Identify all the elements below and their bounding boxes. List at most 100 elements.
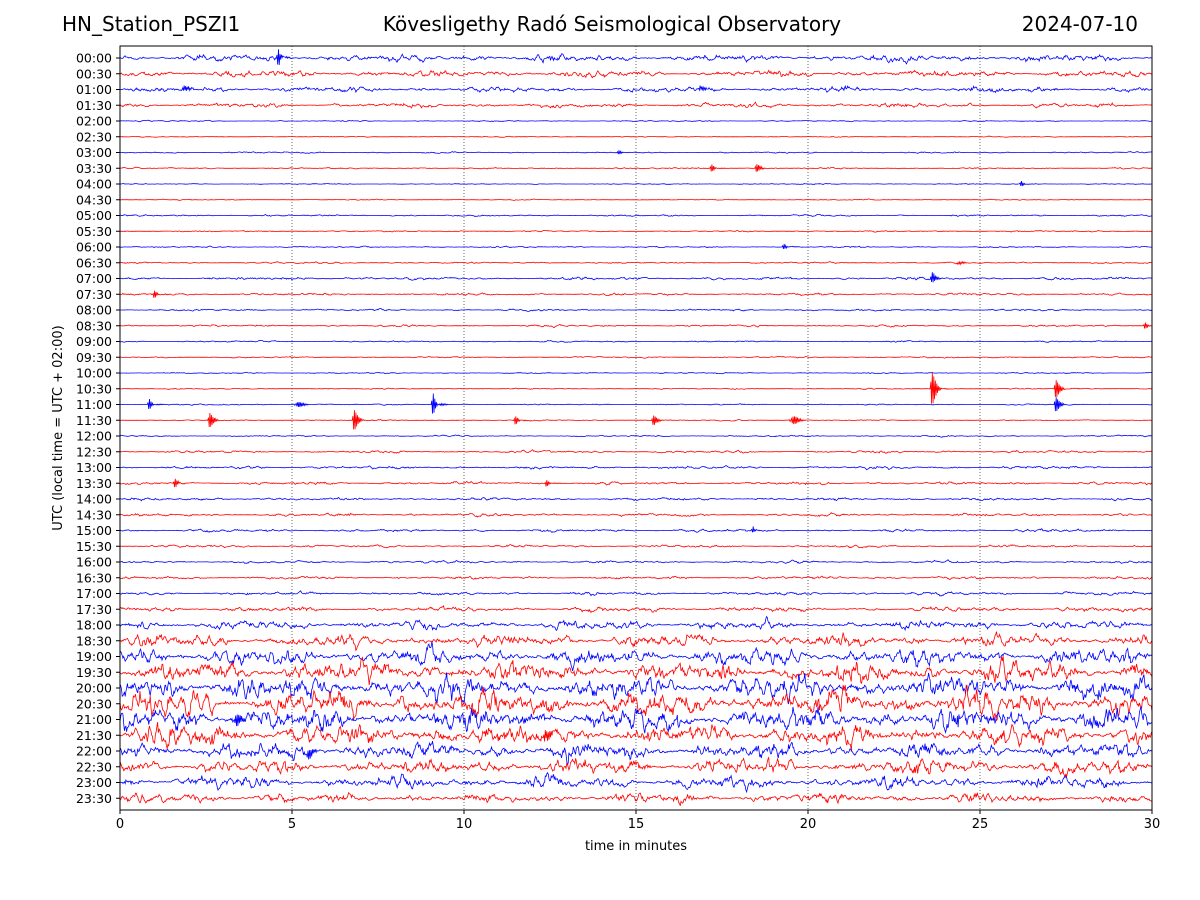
trace-group xyxy=(119,49,1153,807)
row-time-label: 17:30 xyxy=(76,602,112,617)
seismic-trace xyxy=(119,49,1153,66)
x-tick-label: 5 xyxy=(288,817,296,832)
x-tick-label: 30 xyxy=(1144,817,1161,832)
seismic-trace xyxy=(119,84,1153,94)
row-time-label: 15:30 xyxy=(76,539,112,554)
x-axis: 0 5 10 15 20 25 30 xyxy=(116,810,1160,832)
seismic-trace xyxy=(119,290,1153,298)
seismic-trace xyxy=(120,544,1153,549)
seismic-trace xyxy=(120,575,1153,581)
row-time-label: 10:00 xyxy=(76,366,112,381)
seismic-trace xyxy=(119,243,1153,250)
seismic-trace xyxy=(120,355,1153,359)
row-time-label: 00:00 xyxy=(76,51,112,66)
seismic-trace xyxy=(119,119,1152,123)
seismic-trace xyxy=(119,604,1153,614)
row-time-label: 13:00 xyxy=(76,460,112,475)
row-time-label: 14:30 xyxy=(76,507,112,522)
seismic-trace xyxy=(119,641,1153,671)
row-time-label: 07:00 xyxy=(76,271,112,286)
row-time-label: 09:30 xyxy=(76,350,112,365)
y-axis-label: UTC (local time = UTC + 02:00) xyxy=(51,325,66,530)
seismic-trace xyxy=(119,590,1153,597)
seismic-trace xyxy=(120,198,1153,201)
row-time-label: 22:00 xyxy=(76,744,112,759)
row-time-label: 02:00 xyxy=(76,114,112,129)
row-time-label: 15:00 xyxy=(76,523,112,538)
row-time-label: 18:30 xyxy=(76,633,112,648)
x-axis-label: time in minutes xyxy=(585,839,687,854)
row-time-label: 21:30 xyxy=(76,728,112,743)
row-time-label: 16:30 xyxy=(76,570,112,585)
row-time-label: 01:30 xyxy=(76,98,112,113)
seismic-trace xyxy=(119,164,1153,172)
row-time-label: 17:00 xyxy=(76,586,112,601)
seismic-trace xyxy=(119,213,1153,217)
observatory-title: Kövesligethy Radó Seismological Observat… xyxy=(382,12,842,36)
station-name: HN_Station_PSZI1 xyxy=(62,12,241,36)
row-time-label: 20:30 xyxy=(76,696,112,711)
row-time-label: 21:00 xyxy=(76,712,112,727)
seismic-trace xyxy=(119,449,1152,454)
row-time-label: 11:30 xyxy=(76,413,112,428)
seismic-trace xyxy=(119,615,1153,632)
seismic-trace xyxy=(119,526,1153,533)
seismic-trace xyxy=(119,756,1153,779)
seismic-trace xyxy=(119,260,1152,266)
seismic-trace xyxy=(119,741,1153,766)
seismic-trace xyxy=(119,512,1153,518)
row-time-label: 01:00 xyxy=(76,82,112,97)
seismic-trace xyxy=(119,69,1153,79)
row-time-label: 12:30 xyxy=(76,444,112,459)
seismic-trace xyxy=(119,307,1153,312)
seismic-trace xyxy=(119,180,1153,187)
row-time-label: 20:00 xyxy=(76,681,112,696)
seismic-trace xyxy=(119,684,1153,722)
row-time-label: 06:30 xyxy=(76,255,112,270)
row-time-label: 12:00 xyxy=(76,429,112,444)
row-time-label: 23:30 xyxy=(76,791,112,806)
seismic-trace xyxy=(119,478,1152,488)
seismic-trace xyxy=(119,791,1153,807)
seismic-trace xyxy=(119,322,1153,329)
seismic-trace xyxy=(119,656,1153,686)
seismic-trace xyxy=(119,393,1153,414)
x-tick-label: 25 xyxy=(972,817,989,832)
x-tick-label: 0 xyxy=(116,817,124,832)
row-time-label: 04:00 xyxy=(76,177,112,192)
seismic-trace xyxy=(119,631,1153,652)
seismic-trace xyxy=(119,150,1153,155)
seismic-trace xyxy=(119,339,1153,343)
seismic-trace xyxy=(119,497,1153,502)
seismic-trace xyxy=(119,465,1153,471)
seismic-trace xyxy=(120,135,1153,138)
row-time-label: 05:00 xyxy=(76,208,112,223)
row-time-label: 07:30 xyxy=(76,287,112,302)
x-tick-label: 10 xyxy=(456,817,473,832)
seismic-trace xyxy=(119,410,1153,430)
row-time-label: 14:00 xyxy=(76,492,112,507)
row-time-label: 11:00 xyxy=(76,397,112,412)
row-time-label: 10:30 xyxy=(76,381,112,396)
seismic-trace xyxy=(119,672,1153,705)
x-tick-label: 20 xyxy=(800,817,817,832)
plot-date: 2024-07-10 xyxy=(1021,12,1138,36)
seismic-trace xyxy=(120,272,1152,283)
row-time-label: 13:30 xyxy=(76,476,112,491)
seismic-trace xyxy=(119,229,1152,233)
row-time-label: 02:30 xyxy=(76,129,112,144)
row-time-label: 18:00 xyxy=(76,618,112,633)
seismic-trace xyxy=(119,101,1153,109)
row-time-label: 19:00 xyxy=(76,649,112,664)
row-time-label: 08:00 xyxy=(76,303,112,318)
seismic-trace xyxy=(120,371,1153,375)
row-time-label: 04:30 xyxy=(76,192,112,207)
x-tick-label: 15 xyxy=(628,817,645,832)
row-time-label: 19:30 xyxy=(76,665,112,680)
row-time-label: 05:30 xyxy=(76,224,112,239)
seismic-trace xyxy=(119,722,1153,752)
row-time-label: 22:30 xyxy=(76,759,112,774)
y-axis: 00:0000:3001:0001:3002:0002:3003:0003:30… xyxy=(76,51,120,806)
row-time-label: 03:00 xyxy=(76,145,112,160)
